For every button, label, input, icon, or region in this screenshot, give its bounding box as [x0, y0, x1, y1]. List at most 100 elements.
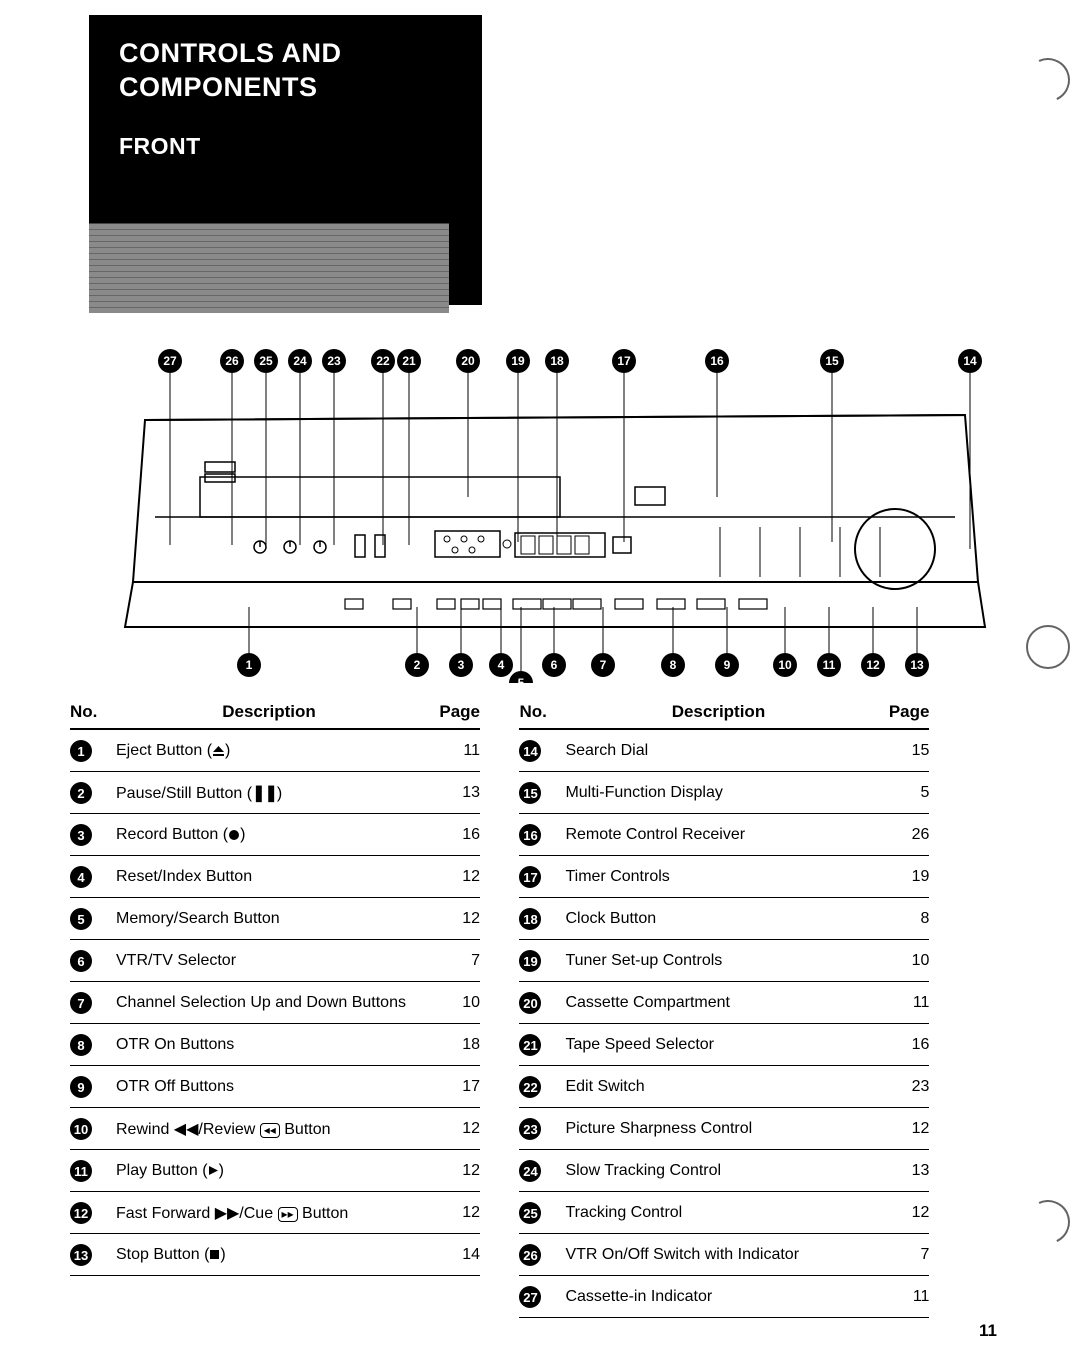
number-badge: 22: [519, 1076, 541, 1098]
row-description: Timer Controls: [563, 868, 879, 886]
table-row: 19Tuner Set-up Controls10: [519, 940, 929, 982]
row-description: Eject Button (): [114, 742, 430, 760]
svg-text:8: 8: [670, 658, 677, 672]
row-page: 23: [879, 1078, 929, 1096]
row-description: OTR Off Buttons: [114, 1078, 430, 1096]
svg-text:2: 2: [414, 658, 421, 672]
hole-punch-icon: [1020, 52, 1076, 108]
decorative-texture: [89, 223, 449, 313]
table-row: 1Eject Button ()11: [70, 730, 480, 772]
row-description: Slow Tracking Control: [563, 1162, 879, 1180]
table-row: 21Tape Speed Selector16: [519, 1024, 929, 1066]
row-page: 12: [430, 910, 480, 928]
page: CONTROLS AND COMPONENTS FRONT 2726252423…: [0, 0, 1080, 1353]
number-badge: 4: [70, 866, 92, 888]
svg-text:3: 3: [458, 658, 465, 672]
table-row: 26VTR On/Off Switch with Indicator7: [519, 1234, 929, 1276]
row-description: Clock Button: [563, 910, 879, 928]
row-page: 19: [879, 868, 929, 886]
number-badge: 11: [70, 1160, 92, 1182]
col-page: Page: [420, 702, 480, 722]
table-row: 4Reset/Index Button12: [70, 856, 480, 898]
svg-text:4: 4: [498, 658, 505, 672]
number-badge: 21: [519, 1034, 541, 1056]
table-row: 6VTR/TV Selector7: [70, 940, 480, 982]
col-page: Page: [869, 702, 929, 722]
row-page: 7: [430, 952, 480, 970]
table-row: 20 Cassette Compartment11: [519, 982, 929, 1024]
row-description: Tape Speed Selector: [563, 1036, 879, 1054]
svg-text:17: 17: [617, 354, 631, 368]
row-page: 14: [430, 1246, 480, 1264]
number-badge: 27: [519, 1286, 541, 1308]
number-badge: 19: [519, 950, 541, 972]
svg-text:20: 20: [461, 354, 475, 368]
row-page: 12: [430, 1204, 480, 1222]
table-row: 14Search Dial15: [519, 730, 929, 772]
number-badge: 25: [519, 1202, 541, 1224]
number-badge: 6: [70, 950, 92, 972]
table-row: 23Picture Sharpness Control12: [519, 1108, 929, 1150]
svg-text:16: 16: [710, 354, 724, 368]
table-row: 16Remote Control Receiver26: [519, 814, 929, 856]
number-badge: 23: [519, 1118, 541, 1140]
row-page: 15: [879, 742, 929, 760]
row-page: 11: [879, 1288, 929, 1306]
table-row: 8OTR On Buttons18: [70, 1024, 480, 1066]
row-page: 12: [879, 1204, 929, 1222]
row-page: 12: [430, 1120, 480, 1138]
row-description: VTR On/Off Switch with Indicator: [563, 1246, 879, 1264]
table-row: 25Tracking Control12: [519, 1192, 929, 1234]
row-page: 12: [879, 1120, 929, 1138]
table-row: 27 Cassette-in Indicator11: [519, 1276, 929, 1318]
number-badge: 9: [70, 1076, 92, 1098]
number-badge: 24: [519, 1160, 541, 1182]
svg-text:18: 18: [550, 354, 564, 368]
number-badge: 17: [519, 866, 541, 888]
table-row: 10Rewind ◀◀/Review ◂◂ Button12: [70, 1108, 480, 1150]
row-description: OTR On Buttons: [114, 1036, 430, 1054]
svg-text:21: 21: [402, 354, 416, 368]
svg-text:26: 26: [225, 354, 239, 368]
row-page: 18: [430, 1036, 480, 1054]
row-page: 13: [879, 1162, 929, 1180]
table-row: 5Memory/Search Button12: [70, 898, 480, 940]
title-line-1: CONTROLS AND: [119, 38, 342, 68]
svg-text:7: 7: [600, 658, 607, 672]
number-badge: 20: [519, 992, 541, 1014]
row-page: 16: [430, 826, 480, 844]
number-badge: 18: [519, 908, 541, 930]
svg-text:1: 1: [246, 658, 253, 672]
hole-punch-icon: [1020, 1194, 1076, 1250]
number-badge: 1: [70, 740, 92, 762]
row-description: Cassette Compartment: [563, 994, 879, 1012]
row-page: 10: [430, 994, 480, 1012]
row-page: 11: [879, 994, 929, 1012]
svg-text:27: 27: [163, 354, 177, 368]
table-left: No. Description Page 1Eject Button ()112…: [70, 698, 480, 1276]
row-description: Reset/Index Button: [114, 868, 430, 886]
row-page: 26: [879, 826, 929, 844]
row-page: 12: [430, 1162, 480, 1180]
row-description: Cassette-in Indicator: [563, 1288, 879, 1306]
svg-text:12: 12: [866, 658, 880, 672]
table-row: 13Stop Button ()14: [70, 1234, 480, 1276]
row-page: 8: [879, 910, 929, 928]
table-row: 7Channel Selection Up and Down Buttons10: [70, 982, 480, 1024]
number-badge: 16: [519, 824, 541, 846]
component-tables: No. Description Page 1Eject Button ()112…: [70, 698, 1000, 1318]
row-description: Play Button (): [114, 1162, 430, 1180]
number-badge: 3: [70, 824, 92, 846]
table-row: 18 Clock Button8: [519, 898, 929, 940]
svg-text:15: 15: [825, 354, 839, 368]
svg-text:22: 22: [376, 354, 390, 368]
number-badge: 5: [70, 908, 92, 930]
section-title-front: FRONT: [119, 133, 201, 160]
svg-text:11: 11: [823, 658, 836, 672]
row-page: 17: [430, 1078, 480, 1096]
hole-punch-icon: [1026, 625, 1070, 669]
row-page: 13: [430, 784, 480, 802]
page-number: 11: [979, 1321, 997, 1341]
svg-text:25: 25: [259, 354, 273, 368]
svg-text:19: 19: [511, 354, 525, 368]
